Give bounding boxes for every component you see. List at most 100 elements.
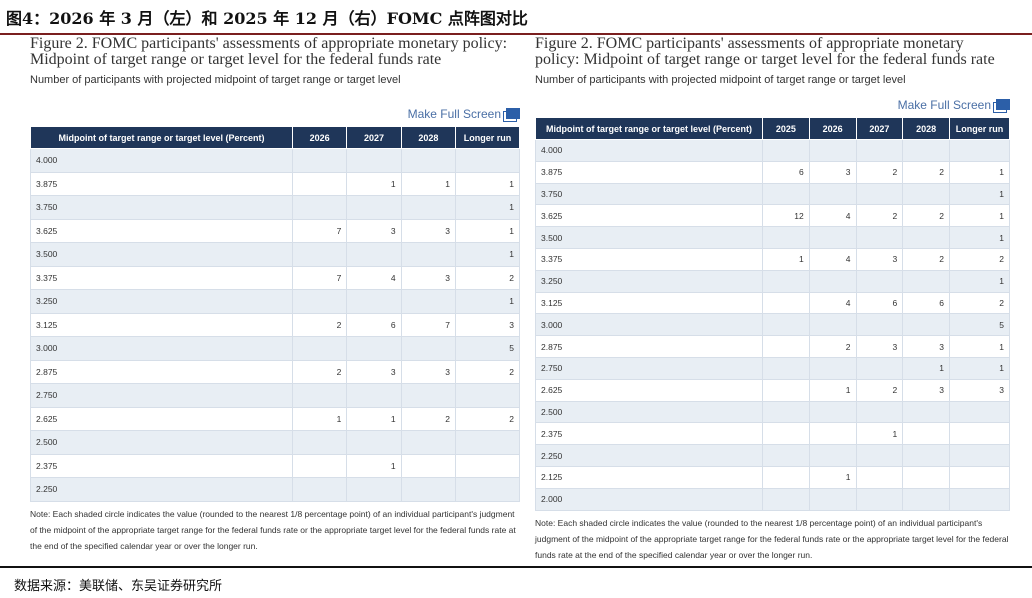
participant-count-cell: 3 [855, 247, 904, 271]
participant-count-cell [902, 139, 950, 162]
participant-count-cell [400, 430, 457, 455]
participant-count-cell: 3 [346, 218, 402, 243]
participant-count-cell [808, 139, 857, 162]
participant-count-cell [808, 444, 857, 467]
participant-count-cell [762, 139, 810, 162]
figure-note: Note: Each shaded circle indicates the v… [535, 517, 1009, 560]
figure-subtitle: Number of participants with projected mi… [535, 74, 906, 86]
participant-count-cell [400, 289, 457, 314]
rate-level-cell: 3.250 [535, 269, 763, 293]
participant-count-cell: 3 [400, 265, 457, 290]
table-row: 3.125 2 6 7 3 [30, 312, 520, 337]
participant-count-cell [949, 422, 1010, 446]
column-header-midpoint: Midpoint of target range or target level… [535, 117, 763, 140]
participant-count-cell: 3 [346, 359, 402, 384]
table-row: 4.000 [30, 148, 520, 173]
participant-count-cell: 2 [855, 378, 904, 402]
rate-level-cell: 2.500 [30, 430, 293, 455]
participant-count-cell [400, 148, 457, 173]
participant-count-cell [902, 444, 950, 467]
participant-count-cell: 1 [949, 356, 1010, 380]
participant-count-cell [902, 226, 950, 249]
figure-title: Figure 2. FOMC participants' assessments… [30, 35, 508, 68]
participant-count-cell [808, 313, 857, 337]
participant-count-cell [855, 139, 904, 162]
participant-count-cell: 1 [949, 269, 1010, 293]
participant-count-cell [400, 477, 457, 502]
participant-count-cell: 2 [455, 265, 520, 290]
participant-count-cell: 1 [455, 171, 520, 196]
fullscreen-icon[interactable] [506, 108, 520, 119]
participant-count-cell: 7 [291, 265, 348, 290]
participant-count-cell [902, 465, 950, 489]
table-row: 2.500 [535, 400, 1010, 424]
rate-level-cell: 3.250 [30, 289, 293, 314]
figure-title: Figure 2. FOMC participants' assessments… [535, 35, 995, 68]
participant-count-cell [808, 269, 857, 293]
report-header-bar: 图4：2026 年 3 月（左）和 2025 年 12 月（右）FOMC 点阵图… [0, 0, 1032, 35]
rate-level-cell: 2.625 [30, 406, 293, 431]
participant-count-cell [762, 422, 810, 446]
participant-count-cell: 4 [346, 265, 402, 290]
participant-count-cell [291, 453, 348, 478]
participant-count-cell: 4 [808, 291, 857, 315]
make-full-screen-link[interactable]: Make Full Screen [535, 97, 1010, 113]
participant-count-cell [855, 487, 904, 511]
rate-level-cell: 3.125 [30, 312, 293, 337]
column-header: 2026 [808, 117, 857, 140]
rate-level-cell: 2.625 [535, 378, 763, 402]
participant-count-cell: 6 [855, 291, 904, 315]
participant-count-cell [949, 444, 1010, 467]
participant-count-cell: 1 [455, 242, 520, 267]
figure-subtitle: Number of participants with projected mi… [30, 74, 401, 86]
participant-count-cell [902, 487, 950, 511]
rate-level-cell: 4.000 [535, 139, 763, 162]
participant-count-cell [808, 356, 857, 380]
rate-level-cell: 2.750 [535, 356, 763, 380]
participant-count-cell: 1 [949, 226, 1010, 249]
rate-level-cell: 2.500 [535, 400, 763, 424]
table-row: 2.750 [30, 383, 520, 408]
table-row: 3.000 5 [30, 336, 520, 361]
column-header: 2027 [855, 117, 904, 140]
participant-count-cell: 1 [346, 406, 402, 431]
table-row: 2.875 2 3 3 1 [535, 335, 1010, 358]
participant-count-cell [855, 269, 904, 293]
participant-count-cell [949, 487, 1010, 511]
participant-count-cell: 4 [808, 247, 857, 271]
participant-count-cell: 1 [808, 465, 857, 489]
table-row: 3.500 1 [535, 226, 1010, 249]
participant-count-cell [762, 313, 810, 337]
participant-count-cell [949, 400, 1010, 424]
participant-count-cell: 2 [949, 291, 1010, 315]
participant-count-cell [455, 430, 520, 455]
table-row: 3.750 1 [535, 182, 1010, 206]
participant-count-cell [808, 400, 857, 424]
participant-count-cell: 5 [455, 336, 520, 361]
rate-level-cell: 2.750 [30, 383, 293, 408]
participant-count-cell [762, 378, 810, 402]
participant-count-cell: 1 [455, 195, 520, 220]
figure-heading: 图4：2026 年 3 月（左）和 2025 年 12 月（右）FOMC 点阵图… [6, 9, 528, 28]
participant-count-cell [902, 400, 950, 424]
table-row: 3.375 7 4 3 2 [30, 265, 520, 290]
participant-count-cell: 6 [902, 291, 950, 315]
participant-count-cell: 1 [400, 171, 457, 196]
table-row: 3.750 1 [30, 195, 520, 220]
participant-count-cell: 1 [455, 289, 520, 314]
participant-count-cell [455, 148, 520, 173]
fullscreen-icon[interactable] [996, 99, 1010, 110]
make-full-screen-label[interactable]: Make Full Screen [407, 107, 501, 121]
participant-count-cell [762, 182, 810, 206]
make-full-screen-label[interactable]: Make Full Screen [897, 98, 991, 112]
participant-count-cell [291, 171, 348, 196]
make-full-screen-link[interactable]: Make Full Screen [30, 106, 520, 122]
rate-level-cell: 3.375 [30, 265, 293, 290]
participant-count-cell: 2 [855, 160, 904, 184]
participant-count-cell: 2 [808, 335, 857, 358]
table-row: 2.375 1 [30, 453, 520, 478]
participant-count-cell: 3 [455, 312, 520, 337]
rate-level-cell: 3.000 [30, 336, 293, 361]
participant-count-cell [346, 148, 402, 173]
participant-count-cell [902, 182, 950, 206]
